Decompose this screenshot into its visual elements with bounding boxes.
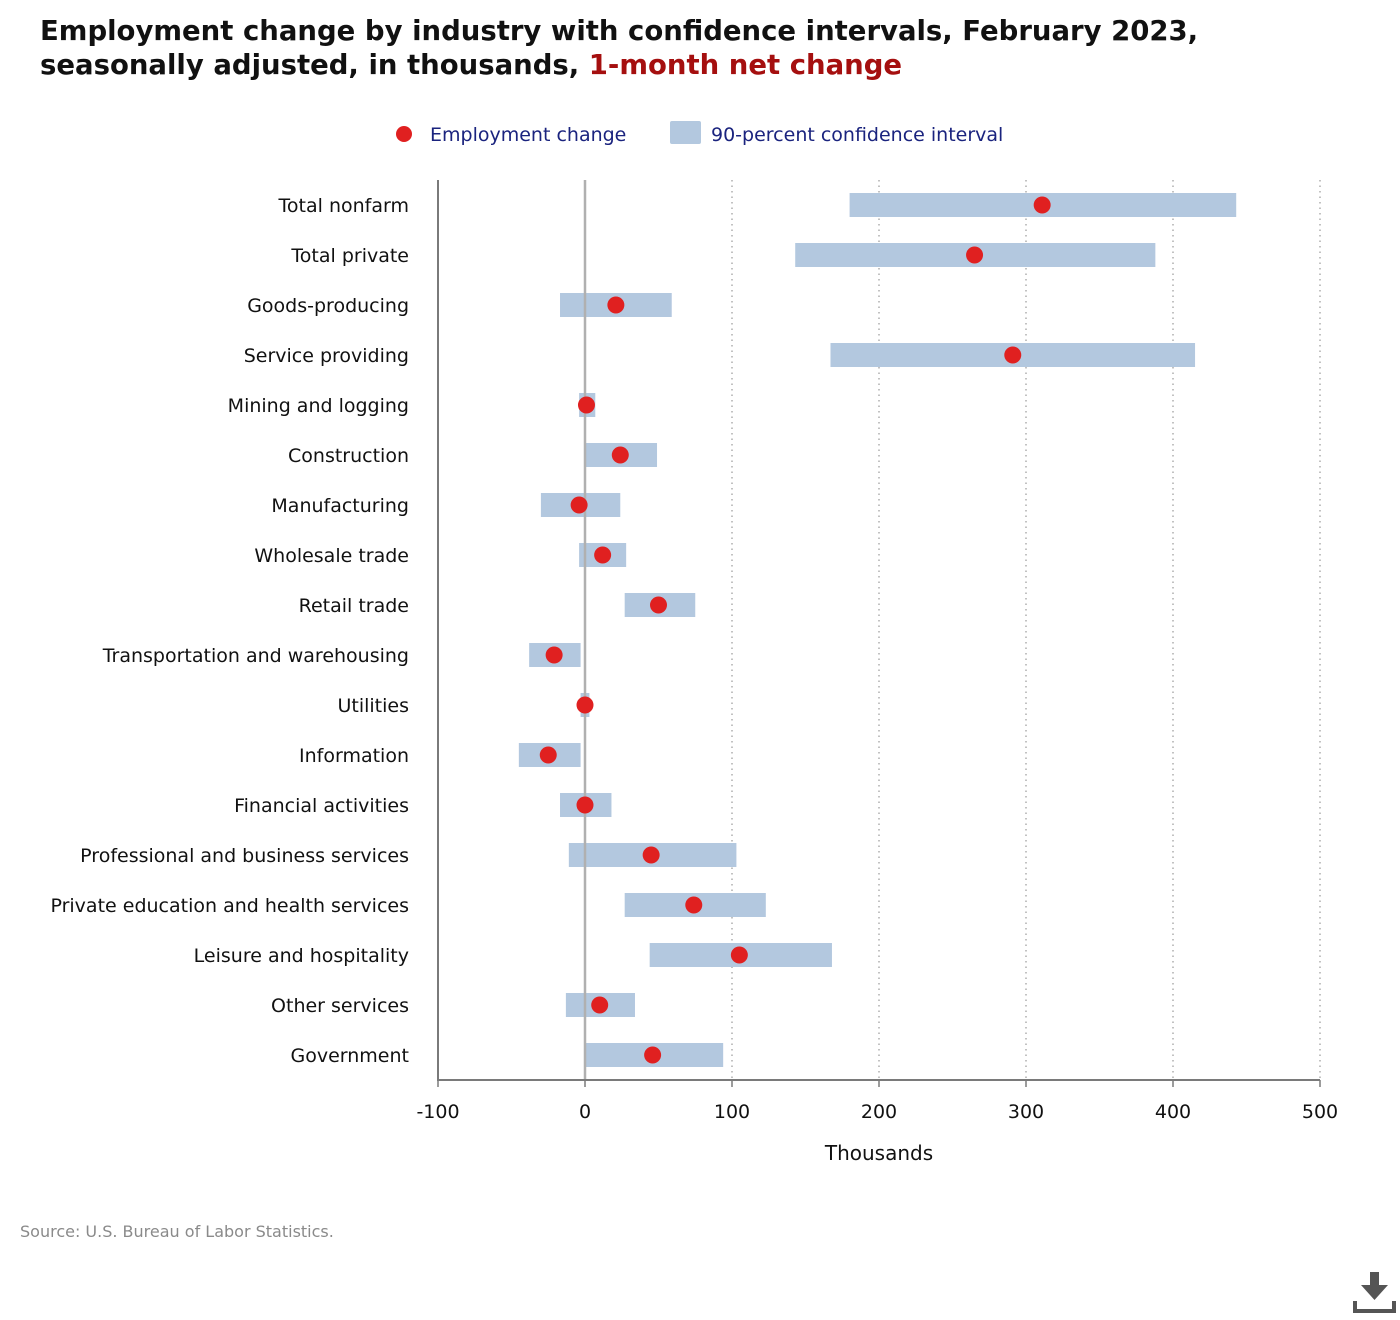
category-label: Leisure and hospitality <box>194 945 409 967</box>
employment-change-point[interactable] <box>644 1046 662 1064</box>
x-tick-label: 300 <box>1008 1101 1044 1123</box>
legend-point-marker <box>396 126 412 142</box>
category-label: Goods-producing <box>247 295 409 317</box>
chart-title-highlight: 1-month net change <box>588 49 903 81</box>
employment-change-point[interactable] <box>591 996 609 1014</box>
employment-change-point[interactable] <box>570 496 588 514</box>
download-button[interactable] <box>1352 1270 1396 1314</box>
category-labels: Total nonfarm Total private Goods-producin… <box>50 195 409 1067</box>
x-tick-label: -100 <box>416 1101 459 1123</box>
legend-interval-label: 90-percent confidence interval <box>711 124 1003 146</box>
category-label: Construction <box>288 445 409 467</box>
employment-change-point[interactable] <box>594 546 612 564</box>
employment-change-points <box>539 196 1051 1064</box>
employment-change-point[interactable] <box>650 596 667 614</box>
employment-change-point[interactable] <box>966 246 984 264</box>
category-label: Wholesale trade <box>254 545 409 567</box>
category-label: Service providing <box>244 345 409 367</box>
legend-point-label: Employment change <box>430 124 626 146</box>
category-label: Private education and health services <box>50 895 409 917</box>
confidence-intervals <box>518 193 1237 1067</box>
category-label: Mining and logging <box>228 395 409 417</box>
grid <box>731 180 1321 1080</box>
legend: Employment change 90-percent confidence … <box>396 121 1003 146</box>
x-tick-label: 400 <box>1155 1101 1191 1123</box>
x-axis-title: Thousands <box>824 1141 933 1165</box>
x-tick-label: 100 <box>714 1101 750 1123</box>
category-label: Total nonfarm <box>278 195 409 217</box>
employment-change-point[interactable] <box>685 896 703 914</box>
employment-change-point[interactable] <box>730 946 748 964</box>
employment-change-point[interactable] <box>1004 346 1022 364</box>
source-note: Source: U.S. Bureau of Labor Statistics. <box>20 1222 334 1241</box>
employment-change-point[interactable] <box>545 646 563 664</box>
employment-change-point[interactable] <box>611 446 629 464</box>
x-tick-label: 500 <box>1302 1101 1338 1123</box>
category-label: Retail trade <box>299 595 409 617</box>
category-label: Government <box>291 1045 410 1067</box>
category-label: Total private <box>290 245 409 267</box>
employment-change-point[interactable] <box>642 846 660 864</box>
category-label: Other services <box>271 995 409 1017</box>
category-label: Financial activities <box>234 795 409 817</box>
legend-interval-marker <box>670 121 701 144</box>
download-icon <box>1353 1272 1396 1313</box>
category-label: Information <box>299 745 409 767</box>
category-label: Manufacturing <box>271 495 409 517</box>
category-label: Professional and business services <box>80 845 409 867</box>
employment-change-point[interactable] <box>1033 196 1051 214</box>
category-label: Transportation and warehousing <box>102 645 409 667</box>
employment-change-point[interactable] <box>607 296 625 314</box>
employment-change-point[interactable] <box>576 696 594 714</box>
employment-change-point[interactable] <box>577 396 595 414</box>
category-label: Utilities <box>337 695 409 717</box>
chart-title-main: Employment change by industry with confi… <box>40 15 1199 81</box>
employment-change-point[interactable] <box>539 746 557 764</box>
employment-change-point[interactable] <box>576 796 594 814</box>
x-tick-label: 0 <box>579 1101 591 1123</box>
chart-title: Employment change by industry with confi… <box>40 14 1360 82</box>
x-tick-labels: -100 0 100 200 300 400 500 <box>416 1080 1338 1123</box>
x-tick-label: 200 <box>861 1101 897 1123</box>
